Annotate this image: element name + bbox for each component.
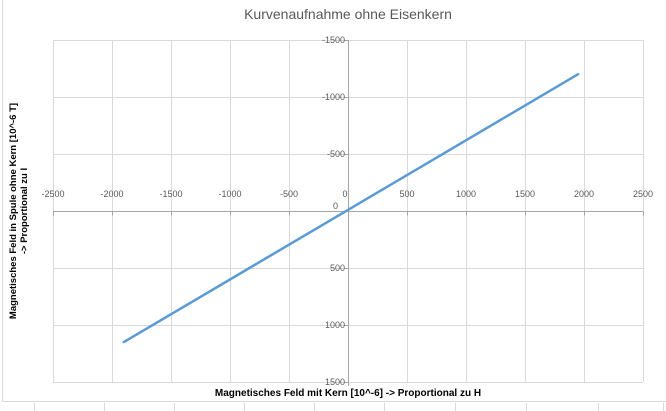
y-axis-title-line1: Magnetisches Feld in Spule ohne Kern [10… xyxy=(8,102,19,320)
chart-title: Kurvenaufnahme ohne Eisenkern xyxy=(244,6,452,22)
sheet-column-border xyxy=(384,403,385,411)
sheet-column-border xyxy=(244,403,245,411)
sheet-column-border xyxy=(455,403,456,411)
chart-left-border xyxy=(2,0,3,401)
sheet-column-border xyxy=(526,403,527,411)
chart-bottom-border xyxy=(2,401,666,402)
y-axis-title: Magnetisches Feld in Spule ohne Kern [10… xyxy=(6,40,32,382)
sheet-column-border xyxy=(314,403,315,411)
plot-area xyxy=(53,40,644,386)
y-axis-title-line2: -> Proportional zu I xyxy=(19,167,30,255)
chart-area[interactable]: Kurvenaufnahme ohne Eisenkern -2500 -2000… xyxy=(2,0,666,401)
sheet-column-border xyxy=(598,403,599,411)
data-series-line[interactable] xyxy=(122,72,580,344)
sheet-column-border xyxy=(663,403,664,411)
sheet-column-border xyxy=(34,403,35,411)
x-axis-title: Magnetisches Feld mit Kern [10^-6] -> Pr… xyxy=(214,388,482,399)
sheet-column-border xyxy=(174,403,175,411)
sheet-column-border xyxy=(104,403,105,411)
y-axis-title-text: Magnetisches Feld in Spule ohne Kern [10… xyxy=(8,40,30,382)
